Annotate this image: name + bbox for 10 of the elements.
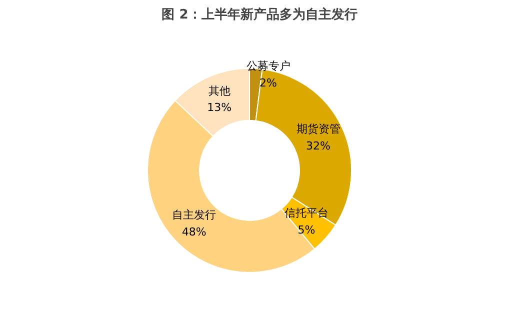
chart-title: 图 2：上半年新产品多为自主发行 <box>162 6 358 22</box>
data-label: 13% <box>207 101 232 114</box>
data-label: 48% <box>182 225 206 238</box>
slice-label: 期货资管 <box>296 122 340 136</box>
slice-label: 自主发行 <box>172 208 216 222</box>
slice-label: 其他 <box>208 84 230 98</box>
slice-label: 公募专户 <box>246 60 290 72</box>
slice-label: 信托平台 <box>284 206 329 220</box>
data-label: 32% <box>306 139 330 152</box>
data-label: 5% <box>298 224 316 237</box>
